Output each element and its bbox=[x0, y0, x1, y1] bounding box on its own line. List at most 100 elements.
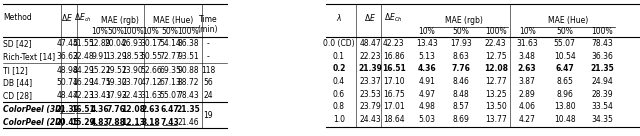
Text: 21.39: 21.39 bbox=[358, 64, 382, 73]
Text: $\Delta E$: $\Delta E$ bbox=[364, 12, 376, 23]
Text: 2.89: 2.89 bbox=[519, 90, 536, 99]
Text: 13.25: 13.25 bbox=[485, 90, 506, 99]
Text: Rich-Text [14]: Rich-Text [14] bbox=[3, 52, 55, 61]
Text: 15.22: 15.22 bbox=[89, 66, 111, 75]
Text: 13.29: 13.29 bbox=[105, 52, 127, 61]
Text: 23.37: 23.37 bbox=[360, 77, 381, 86]
Text: 1.0: 1.0 bbox=[333, 115, 345, 124]
Text: 32.48: 32.48 bbox=[72, 52, 94, 61]
Text: 16.75: 16.75 bbox=[383, 90, 404, 99]
Text: 8.46: 8.46 bbox=[453, 77, 470, 86]
Text: 20.04: 20.04 bbox=[105, 39, 127, 48]
Text: 10%: 10% bbox=[143, 27, 159, 36]
Text: 4.36: 4.36 bbox=[90, 105, 109, 114]
Text: 12.13: 12.13 bbox=[121, 118, 145, 127]
Text: 88.72: 88.72 bbox=[177, 78, 199, 87]
Text: 8.69: 8.69 bbox=[453, 115, 470, 124]
Text: 42.23: 42.23 bbox=[383, 39, 404, 48]
Text: 47.12: 47.12 bbox=[140, 78, 162, 87]
Text: 50%: 50% bbox=[108, 27, 124, 36]
Text: 13.43: 13.43 bbox=[89, 91, 111, 100]
Text: 33.54: 33.54 bbox=[591, 102, 613, 111]
Text: 48.47: 48.47 bbox=[360, 39, 381, 48]
Text: $\lambda$: $\lambda$ bbox=[336, 12, 342, 23]
Text: 47.45: 47.45 bbox=[56, 39, 78, 48]
Text: 86.38: 86.38 bbox=[177, 39, 199, 48]
Text: 90.88: 90.88 bbox=[177, 66, 199, 75]
Text: SD [42]: SD [42] bbox=[3, 39, 32, 48]
Text: 4.36: 4.36 bbox=[417, 64, 436, 73]
Text: 44.29: 44.29 bbox=[72, 66, 94, 75]
Text: CD [28]: CD [28] bbox=[3, 91, 32, 100]
Text: ColorPeel (3D): ColorPeel (3D) bbox=[3, 105, 65, 114]
Text: 16.51: 16.51 bbox=[71, 105, 95, 114]
Text: 100%: 100% bbox=[591, 27, 613, 36]
Text: 55.07: 55.07 bbox=[159, 91, 181, 100]
Text: 17.93: 17.93 bbox=[451, 39, 472, 48]
Text: 118: 118 bbox=[201, 66, 215, 75]
Text: -: - bbox=[207, 52, 209, 61]
Text: 50.55: 50.55 bbox=[140, 52, 162, 61]
Text: 13.43: 13.43 bbox=[416, 39, 438, 48]
Text: 8.57: 8.57 bbox=[453, 102, 470, 111]
Text: 0.8: 0.8 bbox=[333, 102, 345, 111]
Text: 50%: 50% bbox=[453, 27, 470, 36]
Text: 6.47: 6.47 bbox=[161, 105, 180, 114]
Text: 50%: 50% bbox=[556, 27, 573, 36]
Text: 12.75: 12.75 bbox=[485, 52, 506, 61]
Text: 10.48: 10.48 bbox=[554, 115, 575, 124]
Text: 0.1: 0.1 bbox=[333, 52, 345, 61]
Text: 100%: 100% bbox=[122, 27, 143, 36]
Text: 24.43: 24.43 bbox=[360, 115, 381, 124]
Text: 50.71: 50.71 bbox=[56, 78, 78, 87]
Text: 14.75: 14.75 bbox=[89, 78, 111, 87]
Text: 4.83: 4.83 bbox=[90, 118, 109, 127]
Text: 0.4: 0.4 bbox=[333, 77, 345, 86]
Text: 4.91: 4.91 bbox=[419, 77, 435, 86]
Text: 3.48: 3.48 bbox=[518, 52, 536, 61]
Text: 3.18: 3.18 bbox=[141, 118, 161, 127]
Text: 12.08: 12.08 bbox=[121, 105, 145, 114]
Text: 30.17: 30.17 bbox=[140, 39, 162, 48]
Text: 8.48: 8.48 bbox=[453, 90, 470, 99]
Text: 69.35: 69.35 bbox=[159, 66, 181, 75]
Text: 24: 24 bbox=[203, 91, 213, 100]
Text: 8.63: 8.63 bbox=[453, 52, 470, 61]
Text: 12.08: 12.08 bbox=[484, 64, 508, 73]
Text: (min): (min) bbox=[198, 25, 218, 34]
Text: 21.46: 21.46 bbox=[177, 118, 199, 127]
Text: 23.70: 23.70 bbox=[122, 78, 143, 87]
Text: 46.29: 46.29 bbox=[72, 78, 94, 87]
Text: 52.66: 52.66 bbox=[140, 66, 162, 75]
Text: 0.6: 0.6 bbox=[333, 90, 345, 99]
Text: 2.63: 2.63 bbox=[518, 64, 536, 73]
Text: 67.13: 67.13 bbox=[159, 78, 181, 87]
Text: 56: 56 bbox=[203, 78, 213, 87]
Text: ColorPeel (2D): ColorPeel (2D) bbox=[3, 118, 65, 127]
Text: 22.43: 22.43 bbox=[122, 91, 143, 100]
Text: MAE (rgb): MAE (rgb) bbox=[100, 16, 138, 25]
Text: 3.87: 3.87 bbox=[518, 77, 536, 86]
Text: 78.43: 78.43 bbox=[591, 39, 613, 48]
Text: 0.2: 0.2 bbox=[332, 64, 346, 73]
Text: 50%: 50% bbox=[162, 27, 179, 36]
Text: Time: Time bbox=[198, 15, 218, 24]
Text: 42.23: 42.23 bbox=[72, 91, 94, 100]
Text: 5.13: 5.13 bbox=[419, 52, 435, 61]
Text: 0.0 (CD): 0.0 (CD) bbox=[323, 39, 355, 48]
Text: 93.51: 93.51 bbox=[177, 52, 199, 61]
Text: 10%: 10% bbox=[92, 27, 108, 36]
Text: 21.35: 21.35 bbox=[591, 64, 614, 73]
Text: 5.03: 5.03 bbox=[419, 115, 435, 124]
Text: 36.62: 36.62 bbox=[56, 52, 78, 61]
Text: 22.43: 22.43 bbox=[485, 39, 506, 48]
Text: -: - bbox=[207, 39, 209, 48]
Text: $\Delta E_{ch}$: $\Delta E_{ch}$ bbox=[74, 11, 92, 24]
Text: 34.35: 34.35 bbox=[591, 115, 613, 124]
Text: $\Delta E$: $\Delta E$ bbox=[61, 12, 73, 23]
Text: 8.65: 8.65 bbox=[556, 77, 573, 86]
Text: 7.43: 7.43 bbox=[161, 118, 180, 127]
Text: 13.50: 13.50 bbox=[485, 102, 507, 111]
Text: 23.79: 23.79 bbox=[360, 102, 381, 111]
Text: 100%: 100% bbox=[177, 27, 199, 36]
